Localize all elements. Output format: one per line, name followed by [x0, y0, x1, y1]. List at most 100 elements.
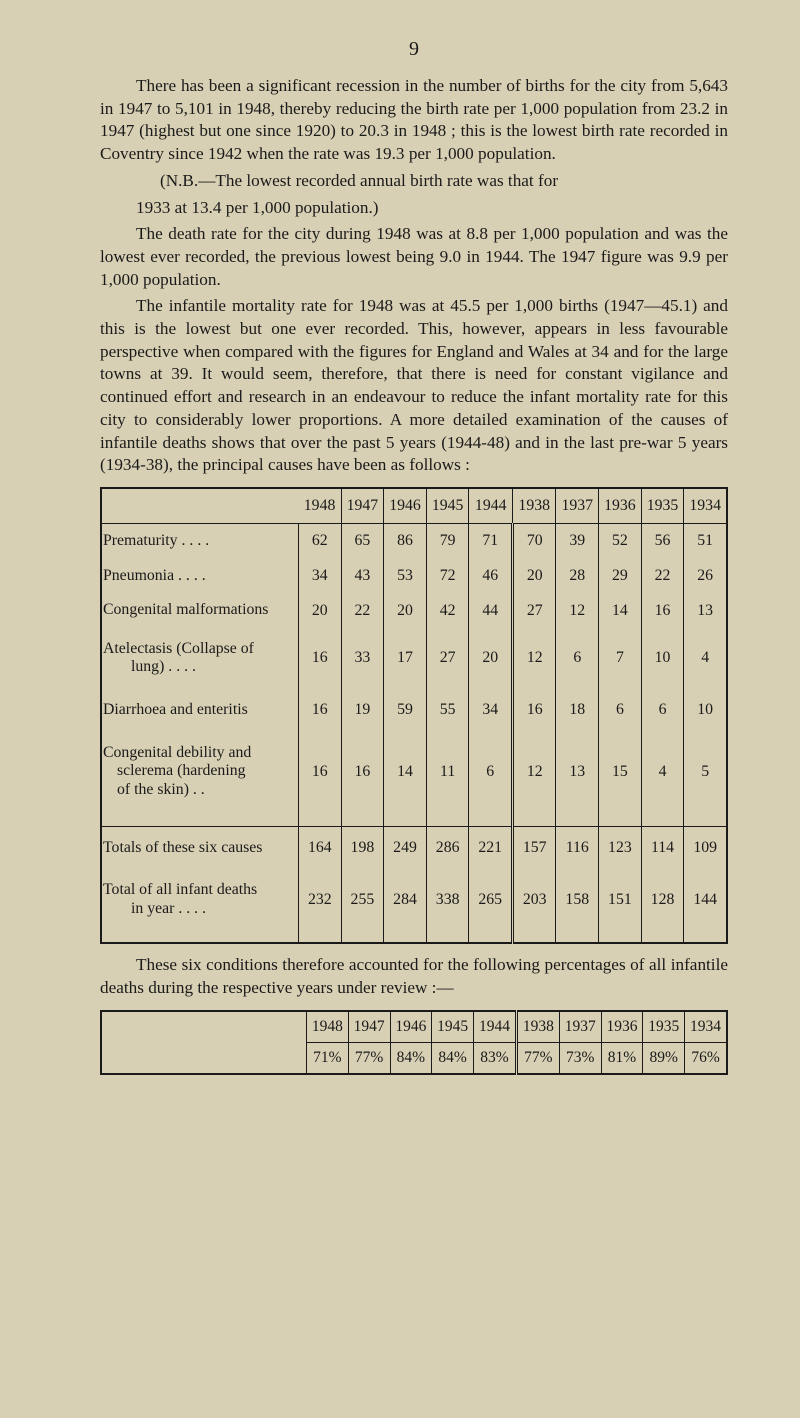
table-cell: 11 — [426, 732, 469, 812]
table-cell: 16 — [512, 689, 556, 732]
table-row: Atelectasis (Collapse oflung) . . . .163… — [101, 628, 727, 689]
table-cell: 16 — [641, 593, 684, 628]
table-cell: 59 — [384, 689, 427, 732]
table-cell: 34 — [299, 559, 342, 594]
table-cell: 284 — [384, 869, 427, 930]
year-1948: 1948 — [299, 488, 342, 524]
table-cell: 27 — [426, 628, 469, 689]
table-cell: 12 — [556, 593, 599, 628]
table-cell: 51 — [684, 523, 727, 558]
table-cell: 16 — [341, 732, 384, 812]
t2-y-1946: 1946 — [390, 1011, 432, 1043]
row-label: Diarrhoea and enteritis — [101, 689, 299, 732]
table-cell: 27 — [512, 593, 556, 628]
year-1944: 1944 — [469, 488, 513, 524]
row-label: Totals of these six causes — [101, 826, 299, 869]
table-cell: 123 — [599, 826, 642, 869]
table-cell: 114 — [641, 826, 684, 869]
t2-pct-1948: 71% — [307, 1042, 349, 1074]
row-label: Atelectasis (Collapse oflung) . . . . — [101, 628, 299, 689]
row-label: Congenital malformations — [101, 593, 299, 628]
table-cell: 28 — [556, 559, 599, 594]
table-cell: 158 — [556, 869, 599, 930]
table-cell: 13 — [684, 593, 727, 628]
table-cell: 44 — [469, 593, 513, 628]
table-cell: 249 — [384, 826, 427, 869]
year-1945: 1945 — [426, 488, 469, 524]
nb-note-line1: (N.B.—The lowest recorded annual birth r… — [100, 170, 728, 193]
table-cell: 144 — [684, 869, 727, 930]
paragraph-3: The infantile mortality rate for 1948 wa… — [100, 295, 728, 477]
table-cell: 286 — [426, 826, 469, 869]
table-cell: 10 — [641, 628, 684, 689]
table-cell: 43 — [341, 559, 384, 594]
table-cell: 22 — [641, 559, 684, 594]
year-1935: 1935 — [641, 488, 684, 524]
table-cell: 86 — [384, 523, 427, 558]
t2-pct-1934: 76% — [685, 1042, 727, 1074]
table-cell: 70 — [512, 523, 556, 558]
table-cell: 12 — [512, 732, 556, 812]
table-row: Total of all infant deathsin year . . . … — [101, 869, 727, 930]
t2-y-1945: 1945 — [432, 1011, 474, 1043]
table-cell: 20 — [469, 628, 513, 689]
t2-pct-1947: 77% — [348, 1042, 390, 1074]
table-cell: 65 — [341, 523, 384, 558]
table-cell: 116 — [556, 826, 599, 869]
table-cell: 157 — [512, 826, 556, 869]
year-1934: 1934 — [684, 488, 727, 524]
t2-years-row: 1948 1947 1946 1945 1944 1938 1937 1936 … — [101, 1011, 727, 1043]
year-1937: 1937 — [556, 488, 599, 524]
table-cell: 17 — [384, 628, 427, 689]
t2-y-1948: 1948 — [307, 1011, 349, 1043]
table-cell: 128 — [641, 869, 684, 930]
page-number: 9 — [100, 38, 728, 61]
table-cell: 79 — [426, 523, 469, 558]
year-1936: 1936 — [599, 488, 642, 524]
t2-blank — [101, 1011, 307, 1074]
row-label: Congenital debility andsclerema (hardeni… — [101, 732, 299, 812]
table-cell: 5 — [684, 732, 727, 812]
table-cell: 203 — [512, 869, 556, 930]
table-percentages-table: 1948 1947 1946 1945 1944 1938 1937 1936 … — [100, 1010, 728, 1075]
table-causes-table: 1948 1947 1946 1945 1944 1938 1937 1936 … — [100, 487, 728, 945]
t2-pct-1935: 89% — [643, 1042, 685, 1074]
table-cell: 42 — [426, 593, 469, 628]
t2-y-1938: 1938 — [516, 1011, 559, 1043]
table-cell: 7 — [599, 628, 642, 689]
t2-y-1947: 1947 — [348, 1011, 390, 1043]
paragraph-4: These six conditions therefore accounted… — [100, 954, 728, 999]
table-cell: 62 — [299, 523, 342, 558]
page: 9 There has been a significant recession… — [0, 0, 800, 1418]
table-cell: 46 — [469, 559, 513, 594]
table-cell: 6 — [641, 689, 684, 732]
table-row: Totals of these six causes16419824928622… — [101, 826, 727, 869]
table-cell: 6 — [469, 732, 513, 812]
table-cell: 255 — [341, 869, 384, 930]
table-cell: 15 — [599, 732, 642, 812]
table-row: Congenital debility andsclerema (hardeni… — [101, 732, 727, 812]
year-1947: 1947 — [341, 488, 384, 524]
paragraph-1: There has been a significant recession i… — [100, 75, 728, 166]
table-causes-header: 1948 1947 1946 1945 1944 1938 1937 1936 … — [101, 488, 727, 524]
table-cell: 34 — [469, 689, 513, 732]
table-cell: 16 — [299, 732, 342, 812]
t2-pct-1945: 84% — [432, 1042, 474, 1074]
table-cell: 338 — [426, 869, 469, 930]
table-cell: 6 — [556, 628, 599, 689]
table-cell: 4 — [641, 732, 684, 812]
table-cell: 109 — [684, 826, 727, 869]
t2-y-1934: 1934 — [685, 1011, 727, 1043]
year-1946: 1946 — [384, 488, 427, 524]
table-cell: 221 — [469, 826, 513, 869]
paragraph-2: The death rate for the city during 1948 … — [100, 223, 728, 291]
t2-y-1936: 1936 — [601, 1011, 643, 1043]
table-cell: 151 — [599, 869, 642, 930]
table-percentages: 1948 1947 1946 1945 1944 1938 1937 1936 … — [100, 1010, 728, 1075]
table-causes: 1948 1947 1946 1945 1944 1938 1937 1936 … — [100, 487, 728, 945]
table-cell: 10 — [684, 689, 727, 732]
table-cell: 232 — [299, 869, 342, 930]
table-cell: 198 — [341, 826, 384, 869]
t2-pct-1936: 81% — [601, 1042, 643, 1074]
t2-y-1935: 1935 — [643, 1011, 685, 1043]
